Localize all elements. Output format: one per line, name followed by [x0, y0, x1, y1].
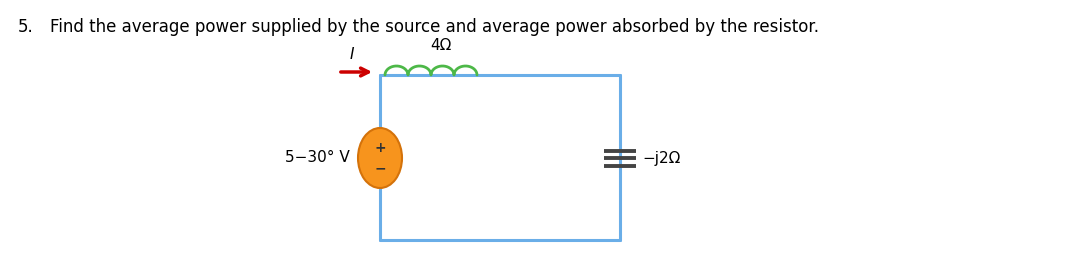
Text: +: + [374, 141, 386, 155]
Text: −: − [374, 161, 386, 175]
Text: 5.: 5. [18, 18, 33, 36]
Text: −j2Ω: −j2Ω [642, 151, 681, 165]
Text: 4Ω: 4Ω [430, 38, 451, 53]
Text: 5−30° V: 5−30° V [285, 151, 349, 165]
Text: Find the average power supplied by the source and average power absorbed by the : Find the average power supplied by the s… [50, 18, 819, 36]
Ellipse shape [358, 128, 402, 188]
Text: I: I [349, 47, 354, 62]
